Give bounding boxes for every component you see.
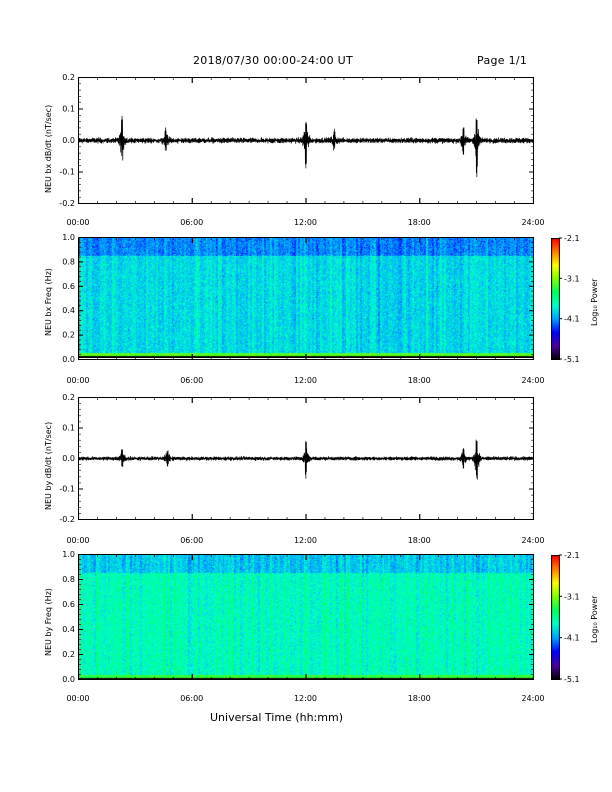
page-indicator: Page 1/1	[477, 54, 528, 67]
x-tick-label: 06:00	[180, 536, 203, 545]
y-tick-label: 0.4	[62, 625, 75, 634]
colorbar-tick-label: -4.1	[564, 315, 580, 324]
x-tick-label: 00:00	[66, 694, 89, 703]
by-series-panel	[78, 397, 534, 520]
x-tick-label: 18:00	[408, 218, 431, 227]
colorbar-tick-label: -5.1	[564, 355, 580, 364]
bx-spectrogram-ytick-labels: 1.0 0.8 0.6 0.4 0.2 0.0	[62, 233, 75, 364]
bx-series-panel	[78, 77, 534, 204]
x-tick-label: 00:00	[66, 536, 89, 545]
y-tick-label: 0.2	[62, 650, 75, 659]
bx-spectrogram-image	[78, 237, 534, 358]
y-tick-label: -0.1	[59, 485, 75, 494]
y-tick-label: 0.6	[62, 282, 75, 291]
x-tick-label: 12:00	[294, 536, 317, 545]
colorbar-tick-label: -2.1	[564, 234, 580, 243]
y-tick-label: 0.8	[62, 257, 75, 266]
series-line	[78, 439, 534, 480]
by-colorbar-gradient	[551, 555, 560, 680]
y-tick-label: 0.0	[62, 675, 75, 684]
bx-series-plot	[78, 77, 534, 204]
colorbar-tick-label: -5.1	[564, 675, 580, 684]
bx-colorbar-ticks: -2.1 -3.1 -4.1 -5.1	[559, 234, 580, 364]
bx-series-xticks: 00:00 06:00 12:00 18:00 24:00	[66, 218, 544, 227]
bx-series-ytick-labels: 0.2 0.1 0.0 -0.1 -0.2	[59, 73, 75, 208]
by-spectrogram-panel	[78, 554, 534, 680]
bx-colorbar-gradient	[551, 238, 560, 360]
y-tick-label: 0.0	[62, 136, 75, 145]
by-series-plot	[78, 397, 534, 520]
by-spectrogram-xticks: 00:00 06:00 12:00 18:00 24:00	[66, 694, 544, 703]
x-axis-title: Universal Time (hh:mm)	[210, 711, 343, 724]
x-tick-label: 24:00	[521, 694, 544, 703]
y-tick-label: 0.1	[62, 424, 75, 433]
bx-colorbar-label: Log₁₀ Power	[590, 278, 599, 326]
series-line	[78, 115, 534, 178]
x-tick-label: 06:00	[180, 694, 203, 703]
x-tick-label: 18:00	[408, 376, 431, 385]
y-tick-label: -0.1	[59, 168, 75, 177]
x-tick-label: 24:00	[521, 376, 544, 385]
bx-spectrogram-axes	[78, 237, 534, 360]
y-tick-label: 0.2	[62, 73, 75, 82]
bx-spectrogram-xticks: 00:00 06:00 12:00 18:00 24:00	[66, 376, 544, 385]
x-tick-label: 12:00	[294, 694, 317, 703]
y-tick-label: 0.6	[62, 600, 75, 609]
y-tick-label: -0.2	[59, 515, 75, 524]
y-tick-label: 0.1	[62, 105, 75, 114]
x-tick-label: 18:00	[408, 694, 431, 703]
y-tick-label: 0.2	[62, 393, 75, 402]
by-series-xticks: 00:00 06:00 12:00 18:00 24:00	[66, 536, 544, 545]
y-tick-label: 0.2	[62, 331, 75, 340]
y-tick-label: 1.0	[62, 233, 75, 242]
y-tick-label: 0.0	[62, 454, 75, 463]
by-series-ytick-labels: 0.2 0.1 0.0 -0.1 -0.2	[59, 393, 75, 524]
by-spectrogram-image	[78, 554, 534, 680]
y-tick-label: -0.2	[59, 199, 75, 208]
by-colorbar	[551, 555, 560, 680]
x-tick-label: 12:00	[294, 218, 317, 227]
y-tick-label: 0.0	[62, 355, 75, 364]
by-spectrogram-axes	[78, 554, 534, 680]
by-colorbar-ticks: -2.1 -3.1 -4.1 -5.1	[559, 551, 580, 684]
x-tick-label: 00:00	[66, 218, 89, 227]
x-tick-label: 12:00	[294, 376, 317, 385]
y-tick-label: 0.4	[62, 306, 75, 315]
colorbar-tick-label: -3.1	[564, 592, 580, 601]
y-tick-label: 0.8	[62, 575, 75, 584]
x-tick-label: 24:00	[521, 536, 544, 545]
by-spectrogram-ytick-labels: 1.0 0.8 0.6 0.4 0.2 0.0	[62, 550, 75, 684]
x-tick-label: 06:00	[180, 376, 203, 385]
colorbar-tick-label: -3.1	[564, 274, 580, 283]
x-tick-label: 24:00	[521, 218, 544, 227]
x-tick-label: 00:00	[66, 376, 89, 385]
y-tick-label: 1.0	[62, 550, 75, 559]
colorbar-tick-label: -4.1	[564, 634, 580, 643]
chart-title: 2018/07/30 00:00-24:00 UT	[193, 54, 354, 67]
by-colorbar-label: Log₁₀ Power	[590, 595, 599, 643]
colorbar-tick-label: -2.1	[564, 551, 580, 560]
x-tick-label: 06:00	[180, 218, 203, 227]
bx-colorbar	[551, 238, 560, 360]
x-tick-label: 18:00	[408, 536, 431, 545]
bx-spectrogram-panel	[78, 237, 534, 360]
